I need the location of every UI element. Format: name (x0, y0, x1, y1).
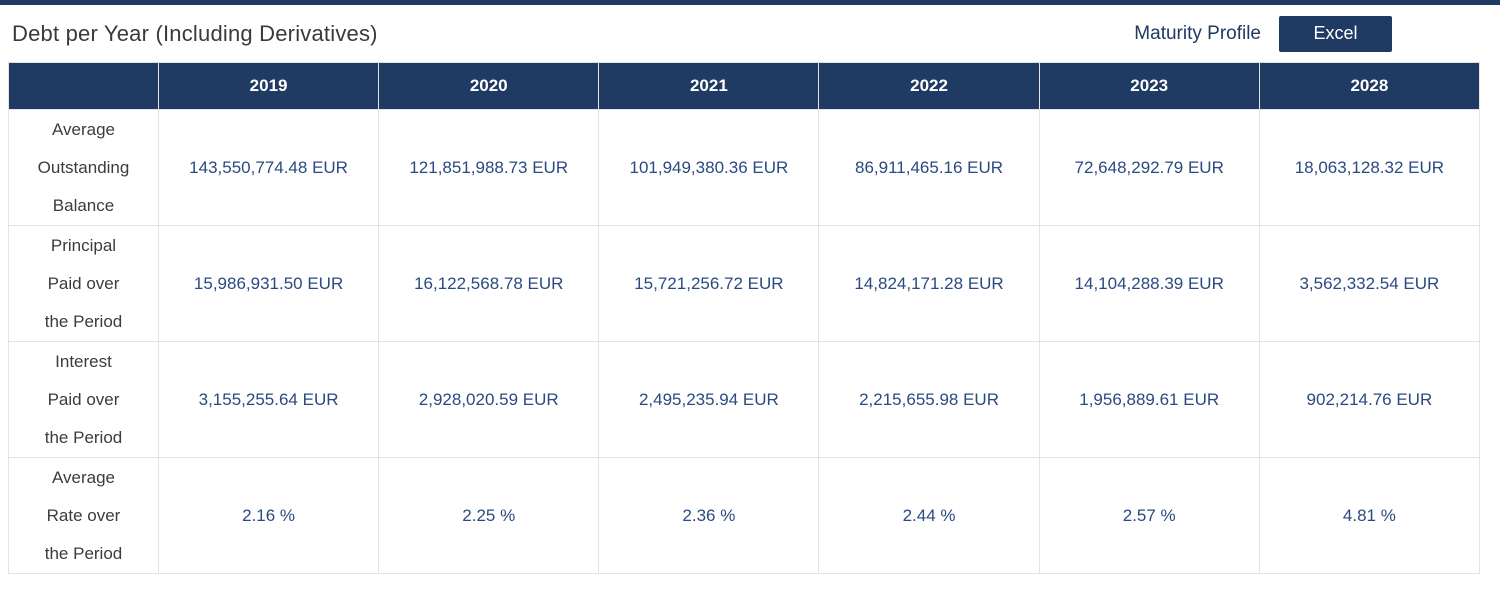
column-header-2020: 2020 (378, 62, 600, 110)
row-label: Interest Paid over the Period (8, 341, 159, 458)
table-cell: 1,956,889.61 EUR (1038, 341, 1260, 458)
table-header-row: 2019 2020 2021 2022 2023 2028 (8, 62, 1481, 110)
row-label: Average Outstanding Balance (8, 109, 159, 226)
table-cell: 902,214.76 EUR (1258, 341, 1481, 458)
corner-header-cell (8, 62, 159, 110)
page-header: Debt per Year (Including Derivatives) Ma… (0, 5, 1500, 62)
column-header-2022: 2022 (818, 62, 1040, 110)
column-header-2023: 2023 (1038, 62, 1260, 110)
table-row-interest-paid: Interest Paid over the Period 3,155,255.… (8, 341, 1481, 458)
row-label: Average Rate over the Period (8, 457, 159, 574)
excel-button[interactable]: Excel (1279, 15, 1392, 52)
table-cell: 15,721,256.72 EUR (598, 225, 820, 342)
table-cell: 2,215,655.98 EUR (818, 341, 1040, 458)
table-row-average-rate: Average Rate over the Period 2.16 % 2.25… (8, 457, 1481, 574)
table-cell: 14,104,288.39 EUR (1038, 225, 1260, 342)
column-header-2019: 2019 (157, 62, 380, 110)
table-cell: 15,986,931.50 EUR (157, 225, 380, 342)
debt-per-year-table: 2019 2020 2021 2022 2023 2028 Average Ou… (8, 62, 1481, 574)
table-row-average-outstanding-balance: Average Outstanding Balance 143,550,774.… (8, 109, 1481, 226)
table-cell: 4.81 % (1258, 457, 1481, 574)
table-cell: 2.25 % (378, 457, 600, 574)
table-cell: 101,949,380.36 EUR (598, 109, 820, 226)
table-cell: 86,911,465.16 EUR (818, 109, 1040, 226)
table-cell: 2.44 % (818, 457, 1040, 574)
table-cell: 2.16 % (157, 457, 380, 574)
row-label: Principal Paid over the Period (8, 225, 159, 342)
maturity-profile-link[interactable]: Maturity Profile (1134, 22, 1261, 44)
header-actions: Maturity Profile Excel (1134, 15, 1392, 52)
table-cell: 16,122,568.78 EUR (378, 225, 600, 342)
page-title: Debt per Year (Including Derivatives) (12, 20, 378, 46)
table-cell: 2.57 % (1038, 457, 1260, 574)
top-border-strip (0, 0, 1500, 5)
table-cell: 2,495,235.94 EUR (598, 341, 820, 458)
table-cell: 18,063,128.32 EUR (1258, 109, 1481, 226)
table-cell: 72,648,292.79 EUR (1038, 109, 1260, 226)
column-header-2028: 2028 (1258, 62, 1481, 110)
table-cell: 121,851,988.73 EUR (378, 109, 600, 226)
table-cell: 14,824,171.28 EUR (818, 225, 1040, 342)
table-cell: 143,550,774.48 EUR (157, 109, 380, 226)
table-cell: 2.36 % (598, 457, 820, 574)
table-cell: 2,928,020.59 EUR (378, 341, 600, 458)
column-header-2021: 2021 (598, 62, 820, 110)
table-cell: 3,155,255.64 EUR (157, 341, 380, 458)
table-cell: 3,562,332.54 EUR (1258, 225, 1481, 342)
table-row-principal-paid: Principal Paid over the Period 15,986,93… (8, 225, 1481, 342)
